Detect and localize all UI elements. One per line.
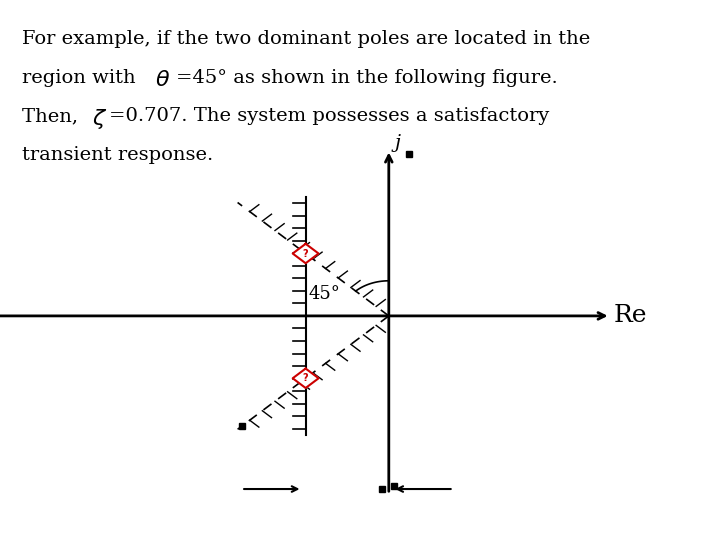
Text: $\zeta$: $\zeta$: [92, 107, 107, 131]
Text: =0.707. The system possesses a satisfactory: =0.707. The system possesses a satisfact…: [109, 107, 549, 125]
Text: For example, if the two dominant poles are located in the: For example, if the two dominant poles a…: [22, 30, 590, 48]
Text: =45° as shown in the following figure.: =45° as shown in the following figure.: [176, 69, 558, 86]
Text: j: j: [395, 134, 400, 152]
Polygon shape: [292, 244, 318, 263]
Text: $\theta$: $\theta$: [155, 69, 170, 91]
Text: Then,: Then,: [22, 107, 90, 125]
Text: ?: ?: [303, 248, 308, 259]
Text: transient response.: transient response.: [22, 146, 213, 164]
Text: ?: ?: [303, 373, 308, 383]
Polygon shape: [292, 369, 318, 388]
Text: region with: region with: [22, 69, 141, 86]
Text: Re: Re: [613, 305, 647, 327]
Text: 45°: 45°: [308, 285, 340, 303]
